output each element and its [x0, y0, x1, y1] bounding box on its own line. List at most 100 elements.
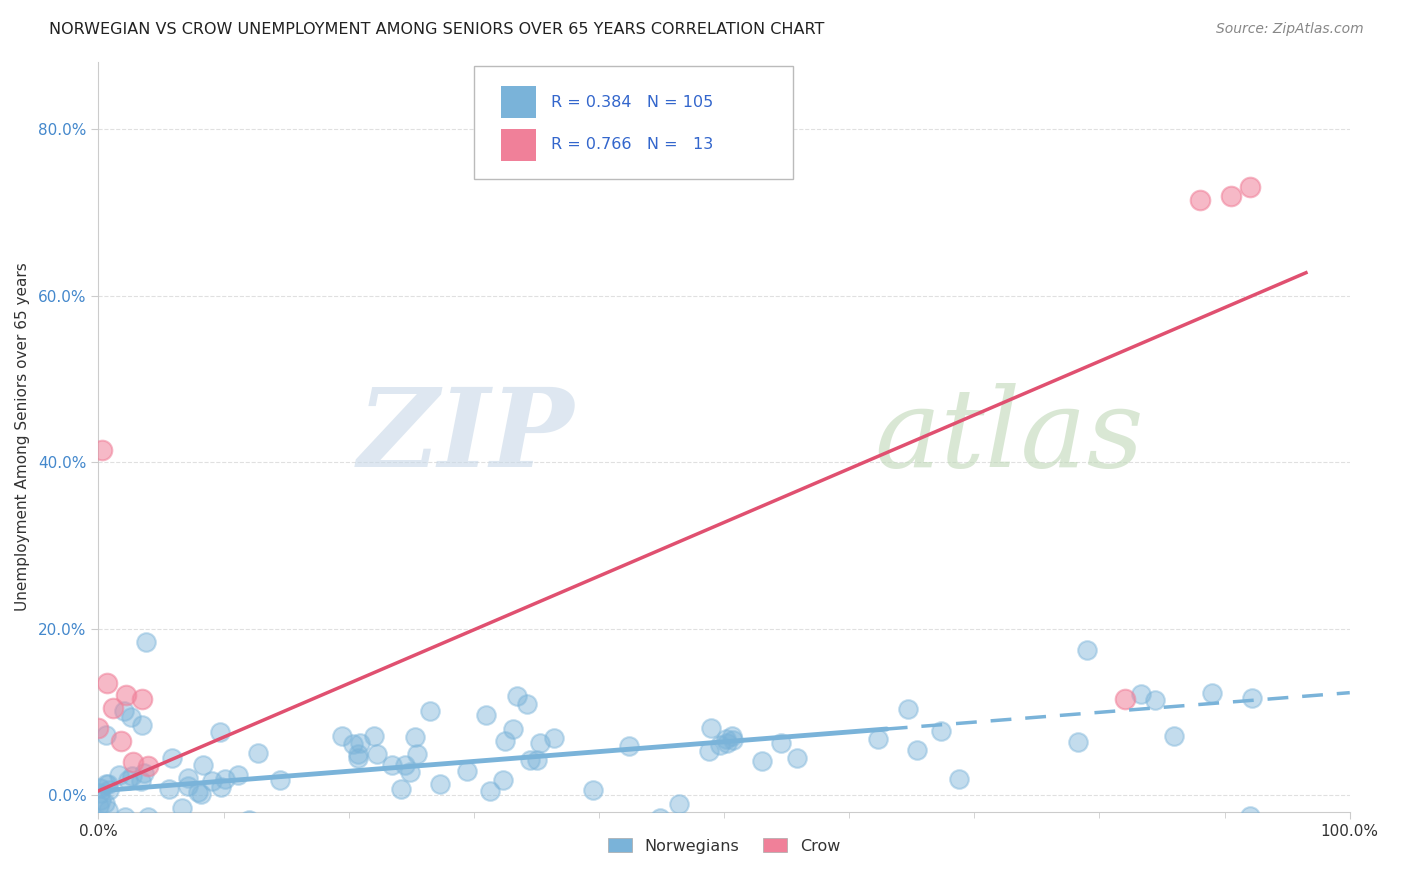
Point — [1076, 642, 1098, 657]
Point — [187, 785, 209, 799]
Point — [1130, 687, 1153, 701]
Point — [170, 801, 193, 815]
Point — [190, 787, 212, 801]
Point — [363, 729, 385, 743]
Point — [1219, 188, 1241, 202]
Point — [160, 751, 183, 765]
Point — [342, 737, 364, 751]
FancyBboxPatch shape — [502, 87, 537, 118]
Point — [1201, 686, 1223, 700]
Point — [366, 747, 388, 762]
Point — [94, 796, 117, 810]
Point — [389, 782, 412, 797]
Text: NORWEGIAN VS CROW UNEMPLOYMENT AMONG SENIORS OVER 65 YEARS CORRELATION CHART: NORWEGIAN VS CROW UNEMPLOYMENT AMONG SEN… — [49, 22, 824, 37]
Point — [905, 743, 928, 757]
Point — [709, 738, 731, 752]
Point — [529, 736, 551, 750]
Point — [107, 768, 129, 782]
Point — [456, 764, 478, 779]
Text: ZIP: ZIP — [357, 384, 574, 491]
Point — [94, 822, 117, 836]
Point — [138, 816, 160, 830]
Point — [419, 705, 441, 719]
Point — [478, 784, 501, 798]
Text: R = 0.384   N = 105: R = 0.384 N = 105 — [551, 95, 714, 110]
Point — [131, 692, 153, 706]
Point — [115, 688, 138, 702]
Point — [110, 734, 132, 748]
Point — [208, 724, 231, 739]
Point — [751, 755, 773, 769]
Point — [159, 781, 181, 796]
Point — [238, 813, 260, 827]
FancyBboxPatch shape — [474, 66, 793, 178]
Point — [201, 774, 224, 789]
Point — [1188, 193, 1211, 207]
Point — [721, 729, 744, 743]
Point — [87, 814, 110, 828]
Point — [494, 734, 516, 748]
Point — [543, 731, 565, 745]
Point — [121, 769, 143, 783]
Point — [526, 753, 548, 767]
Point — [138, 759, 160, 773]
Point — [211, 780, 233, 794]
Point — [506, 689, 529, 703]
Point — [668, 797, 690, 812]
Point — [330, 730, 353, 744]
Point — [516, 697, 538, 711]
Point — [112, 704, 135, 718]
Point — [96, 777, 118, 791]
Point — [93, 822, 115, 836]
Point — [136, 810, 159, 824]
Point — [114, 810, 136, 824]
Point — [122, 755, 145, 769]
Point — [93, 822, 115, 836]
Point — [89, 785, 111, 799]
Point — [177, 780, 200, 794]
Point — [89, 799, 111, 814]
Point — [1143, 693, 1166, 707]
Text: Source: ZipAtlas.com: Source: ZipAtlas.com — [1216, 22, 1364, 37]
Point — [349, 736, 371, 750]
Point — [117, 772, 139, 787]
Point — [716, 731, 738, 746]
Point — [135, 634, 157, 648]
Point — [502, 722, 524, 736]
Point — [347, 751, 370, 765]
Point — [96, 675, 118, 690]
Point — [246, 746, 269, 760]
Point — [648, 811, 671, 825]
Point — [582, 783, 605, 797]
Point — [394, 757, 416, 772]
Point — [115, 819, 138, 833]
Point — [156, 816, 179, 830]
Point — [97, 777, 120, 791]
Y-axis label: Unemployment Among Seniors over 65 years: Unemployment Among Seniors over 65 years — [15, 263, 30, 611]
Point — [1239, 180, 1261, 194]
Point — [948, 772, 970, 786]
Point — [132, 766, 155, 780]
Point — [786, 750, 808, 764]
Point — [177, 771, 200, 785]
Point — [121, 822, 143, 836]
Point — [381, 758, 404, 772]
Point — [929, 724, 952, 739]
Point — [717, 822, 740, 836]
Point — [110, 822, 132, 836]
Point — [226, 768, 249, 782]
Point — [519, 753, 541, 767]
Point — [191, 758, 214, 772]
Point — [1114, 692, 1136, 706]
Point — [1067, 734, 1090, 748]
Point — [214, 772, 236, 786]
Point — [617, 739, 640, 754]
Point — [475, 707, 498, 722]
Point — [91, 822, 114, 836]
Point — [770, 736, 793, 750]
Point — [1240, 690, 1263, 705]
Point — [269, 772, 291, 787]
Point — [1239, 809, 1261, 823]
Point — [103, 700, 125, 714]
Point — [897, 702, 920, 716]
